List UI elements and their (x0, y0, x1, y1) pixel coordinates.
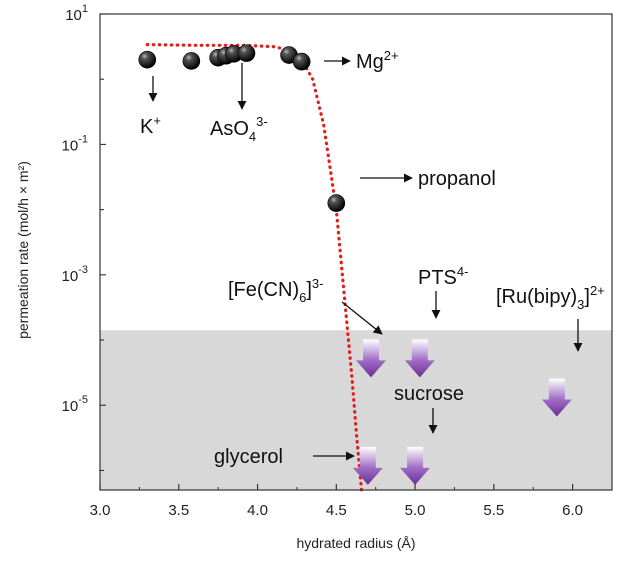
fit-curve-layer (145, 43, 364, 492)
label-glycerol: glycerol (214, 446, 283, 468)
label-aso4: AsO43- (210, 114, 268, 144)
label-k: K+ (140, 113, 161, 138)
data-points-layer (138, 44, 346, 212)
arrow-fecn (341, 301, 383, 335)
x-tick-label: 4.5 (326, 502, 347, 519)
below-limit-arrow (355, 339, 386, 378)
data-point (182, 52, 201, 70)
below-limit-arrow (400, 446, 431, 485)
label-rubipy: [Ru(bipy)3]2+ (496, 283, 605, 312)
fit-curve (145, 43, 364, 492)
y-tick-label: 10-1 (62, 133, 88, 154)
below-limit-arrow (541, 378, 572, 417)
plot-frame (99, 13, 613, 491)
label-fecn: [Fe(CN)6]3- (228, 276, 323, 305)
label-mg: Mg2+ (356, 48, 399, 73)
below-limit-arrow (352, 446, 383, 485)
axis-ticks-layer: 3.0 3.5 4.0 4.5 5.0 5.5 6.0 101 10-1 10-3 10-5 (62, 3, 584, 519)
y-tick-label: 10-3 (62, 264, 88, 285)
x-tick-label: 3.5 (168, 502, 189, 519)
x-tick-label: 4.0 (247, 502, 268, 519)
label-propanol: propanol (418, 168, 496, 190)
label-sucrose: sucrose (394, 383, 464, 405)
below-limit-arrows-layer (352, 339, 572, 485)
annotation-arrows (148, 56, 583, 461)
y-axis-title: permeation rate (mol/h × m²) (15, 161, 31, 339)
x-tick-label: 6.0 (562, 502, 583, 519)
data-point (237, 44, 256, 62)
y-tick-label: 101 (65, 3, 88, 24)
x-tick-label: 5.5 (483, 502, 504, 519)
data-point (327, 194, 346, 212)
label-pts: PTS4- (418, 264, 468, 289)
x-axis-title: hydrated radius (Å) (296, 535, 415, 551)
y-tick-label: 10-5 (62, 394, 88, 415)
detection-limit-region (100, 330, 612, 490)
below-limit-arrow (404, 339, 435, 378)
x-tick-label: 3.0 (90, 502, 111, 519)
data-point (292, 52, 311, 71)
data-point (138, 50, 157, 69)
x-tick-label: 5.0 (405, 502, 426, 519)
